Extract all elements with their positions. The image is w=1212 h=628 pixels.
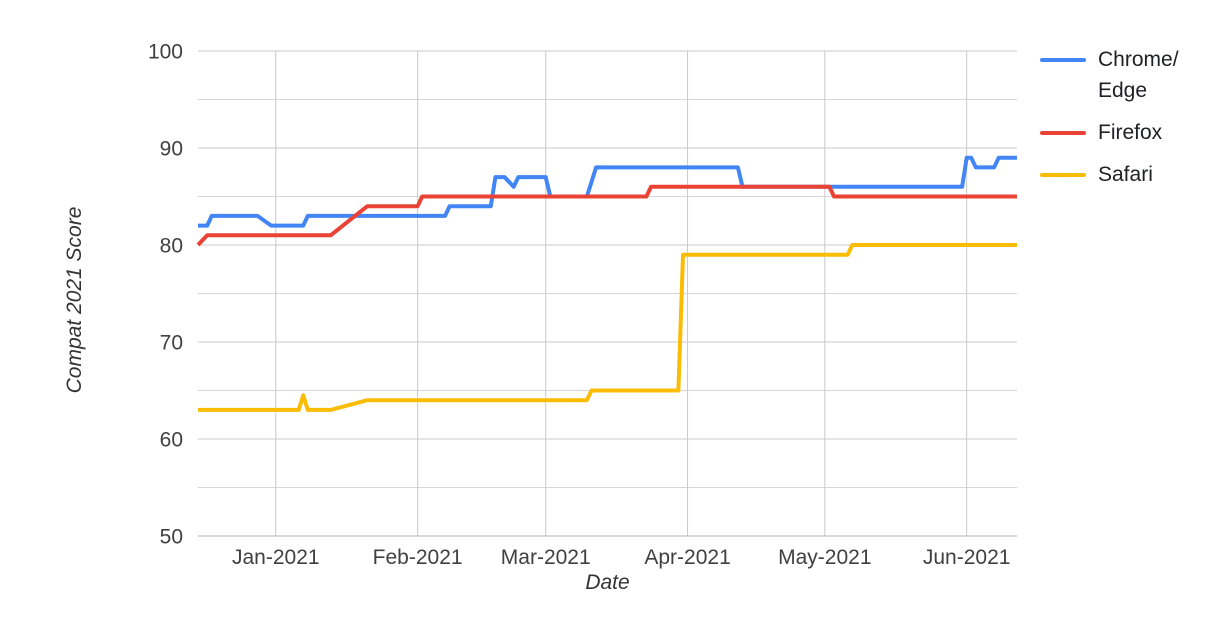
series-line-chrome-edge — [198, 155, 1017, 228]
x-tick-label: Jan-2021 — [232, 546, 320, 569]
y-tick-label: 60 — [160, 429, 183, 452]
x-tick-label: Mar-2021 — [501, 546, 591, 569]
y-tick-label: 80 — [160, 235, 183, 258]
series-line-firefox — [196, 184, 1017, 247]
legend: Chrome/​Edge Firefox Safari — [1040, 44, 1210, 201]
legend-swatch-icon — [1040, 58, 1086, 62]
legend-label: Chrome/​Edge — [1098, 48, 1179, 102]
x-axis-title: Date — [585, 571, 630, 594]
x-tick-label: Apr-2021 — [644, 546, 730, 569]
x-tick-label: Feb-2021 — [373, 546, 463, 569]
legend-label: Firefox — [1098, 121, 1163, 144]
legend-item-chrome-edge: Chrome/​Edge — [1040, 44, 1210, 106]
y-tick-label: 100 — [148, 41, 183, 64]
series-line-safari — [198, 243, 1017, 412]
legend-label: Safari — [1098, 163, 1153, 186]
x-tick-label: May-2021 — [778, 546, 871, 569]
y-tick-label: 90 — [160, 138, 183, 161]
legend-item-safari: Safari — [1040, 159, 1210, 190]
y-tick-label: 70 — [160, 332, 183, 355]
legend-item-firefox: Firefox — [1040, 117, 1210, 148]
legend-swatch-icon — [1040, 131, 1086, 135]
y-axis-title: Compat 2021 Score — [63, 206, 86, 394]
legend-swatch-icon — [1040, 173, 1086, 177]
y-tick-label: 50 — [160, 526, 183, 549]
x-tick-label: Jun-2021 — [923, 546, 1011, 569]
